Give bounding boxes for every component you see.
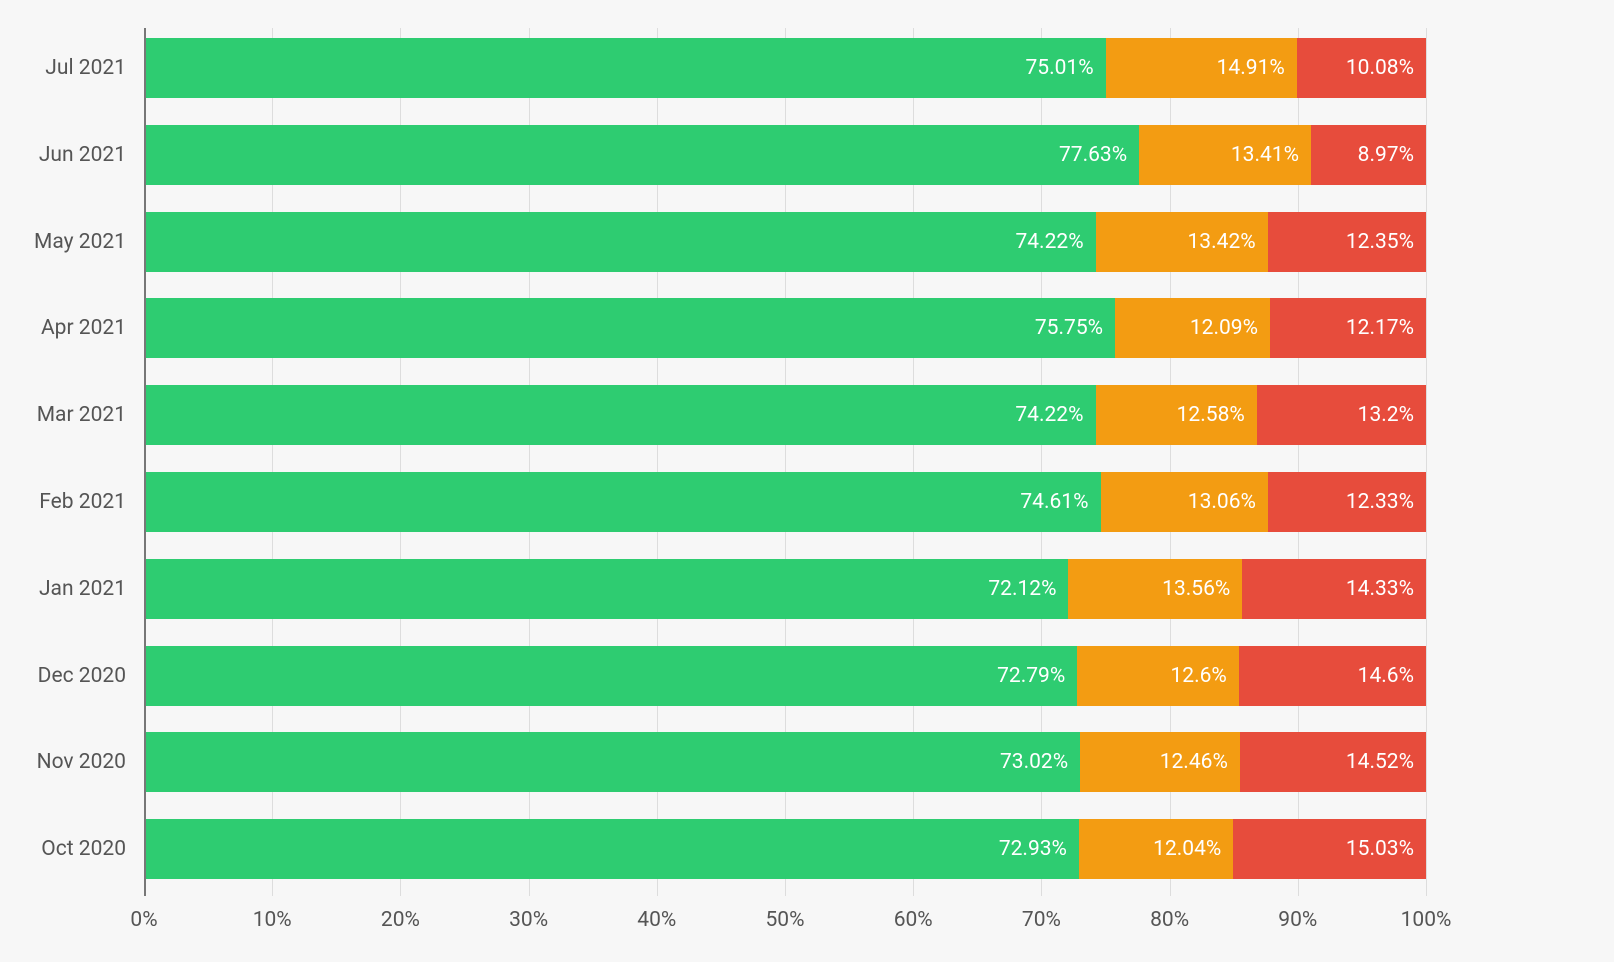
bar-segment-c: 10.08%: [1297, 38, 1426, 98]
bar-row: 77.63% 13.41% 8.97%: [144, 125, 1426, 185]
bar-segment-a: 72.79%: [144, 646, 1077, 706]
bar-segment-a: 75.75%: [144, 298, 1115, 358]
bar-value-label: 74.22%: [1015, 230, 1083, 254]
bar-value-label: 8.97%: [1358, 143, 1414, 167]
bar-value-label: 13.56%: [1162, 577, 1230, 601]
bar-segment-a: 75.01%: [144, 38, 1106, 98]
y-tick-label: Jun 2021: [39, 143, 126, 167]
x-tick-label: 80%: [1150, 908, 1189, 932]
bar-row: 72.12% 13.56% 14.33%: [144, 559, 1426, 619]
bar-value-label: 12.09%: [1190, 316, 1258, 340]
bar-row: 75.01% 14.91% 10.08%: [144, 38, 1426, 98]
bar-segment-c: 14.6%: [1239, 646, 1426, 706]
bar-value-label: 72.93%: [999, 837, 1067, 861]
bar-value-label: 12.04%: [1153, 837, 1221, 861]
x-tick-label: 50%: [766, 908, 805, 932]
x-tick-label: 10%: [253, 908, 292, 932]
bar-value-label: 13.42%: [1188, 230, 1256, 254]
x-tick-label: 60%: [894, 908, 933, 932]
y-tick-label: Jan 2021: [39, 577, 126, 601]
bar-segment-b: 12.46%: [1080, 732, 1240, 792]
bar-value-label: 72.79%: [997, 664, 1065, 688]
y-tick-label: Feb 2021: [39, 490, 126, 514]
bar-value-label: 15.03%: [1346, 837, 1414, 861]
bar-segment-c: 15.03%: [1233, 819, 1426, 879]
y-tick-label: Apr 2021: [41, 316, 126, 340]
bar-value-label: 12.33%: [1346, 490, 1414, 514]
bar-value-label: 14.52%: [1346, 750, 1414, 774]
bar-value-label: 14.6%: [1358, 664, 1414, 688]
bar-row: 74.22% 12.58% 13.2%: [144, 385, 1426, 445]
bar-value-label: 12.17%: [1346, 316, 1414, 340]
bar-value-label: 73.02%: [1000, 750, 1068, 774]
bar-value-label: 13.06%: [1188, 490, 1256, 514]
x-tick-label: 20%: [381, 908, 420, 932]
bar-segment-a: 74.61%: [144, 472, 1101, 532]
bar-segment-b: 13.41%: [1139, 125, 1311, 185]
bar-segment-b: 12.09%: [1115, 298, 1270, 358]
bar-value-label: 12.58%: [1177, 403, 1245, 427]
bar-value-label: 74.22%: [1015, 403, 1083, 427]
bar-value-label: 13.2%: [1358, 403, 1414, 427]
bar-value-label: 13.41%: [1231, 143, 1299, 167]
y-tick-label: Dec 2020: [38, 664, 126, 688]
bar-row: 74.61% 13.06% 12.33%: [144, 472, 1426, 532]
y-tick-label: Mar 2021: [37, 403, 126, 427]
bar-row: 72.93% 12.04% 15.03%: [144, 819, 1426, 879]
y-tick-label: Oct 2020: [41, 837, 126, 861]
bar-value-label: 12.6%: [1170, 664, 1226, 688]
x-tick-label: 90%: [1278, 908, 1317, 932]
bar-segment-c: 14.52%: [1240, 732, 1426, 792]
bar-segment-b: 13.56%: [1068, 559, 1242, 619]
x-tick-label: 100%: [1401, 908, 1452, 932]
bar-value-label: 75.01%: [1025, 56, 1093, 80]
bar-segment-b: 12.04%: [1079, 819, 1233, 879]
bar-segment-a: 77.63%: [144, 125, 1139, 185]
y-tick-label: Nov 2020: [37, 750, 126, 774]
bar-segment-b: 13.06%: [1101, 472, 1268, 532]
bar-value-label: 14.91%: [1217, 56, 1285, 80]
bar-segment-c: 12.35%: [1268, 212, 1426, 272]
bar-row: 72.79% 12.6% 14.6%: [144, 646, 1426, 706]
bar-segment-b: 14.91%: [1106, 38, 1297, 98]
bar-segment-c: 12.33%: [1268, 472, 1426, 532]
gridline: [1426, 28, 1427, 896]
bar-segment-c: 12.17%: [1270, 298, 1426, 358]
bar-segment-a: 74.22%: [144, 212, 1096, 272]
bar-segment-a: 72.93%: [144, 819, 1079, 879]
bar-segment-a: 72.12%: [144, 559, 1068, 619]
bar-segment-b: 13.42%: [1096, 212, 1268, 272]
x-tick-label: 30%: [509, 908, 548, 932]
bar-segment-c: 13.2%: [1257, 385, 1426, 445]
bar-value-label: 74.61%: [1020, 490, 1088, 514]
x-tick-label: 70%: [1022, 908, 1061, 932]
bar-segment-b: 12.58%: [1096, 385, 1257, 445]
y-axis-line: [144, 28, 146, 896]
bar-segment-b: 12.6%: [1077, 646, 1239, 706]
bar-value-label: 12.46%: [1160, 750, 1228, 774]
bar-value-label: 72.12%: [988, 577, 1056, 601]
stacked-bar-chart: 75.01% 14.91% 10.08% 77.63% 13.41% 8.97% 74.22…: [0, 0, 1614, 962]
bar-value-label: 10.08%: [1346, 56, 1414, 80]
plot-area: 75.01% 14.91% 10.08% 77.63% 13.41% 8.97% 74.22…: [144, 28, 1426, 896]
y-tick-label: Jul 2021: [45, 56, 126, 80]
bar-value-label: 14.33%: [1346, 577, 1414, 601]
bar-segment-a: 74.22%: [144, 385, 1096, 445]
x-tick-label: 40%: [637, 908, 676, 932]
bar-value-label: 75.75%: [1035, 316, 1103, 340]
y-tick-label: May 2021: [34, 230, 126, 254]
x-tick-label: 0%: [130, 908, 157, 932]
bar-row: 73.02% 12.46% 14.52%: [144, 732, 1426, 792]
bar-row: 74.22% 13.42% 12.35%: [144, 212, 1426, 272]
bar-segment-c: 14.33%: [1242, 559, 1426, 619]
bar-row: 75.75% 12.09% 12.17%: [144, 298, 1426, 358]
bar-segment-a: 73.02%: [144, 732, 1080, 792]
bar-value-label: 77.63%: [1059, 143, 1127, 167]
bar-value-label: 12.35%: [1346, 230, 1414, 254]
bar-segment-c: 8.97%: [1311, 125, 1426, 185]
